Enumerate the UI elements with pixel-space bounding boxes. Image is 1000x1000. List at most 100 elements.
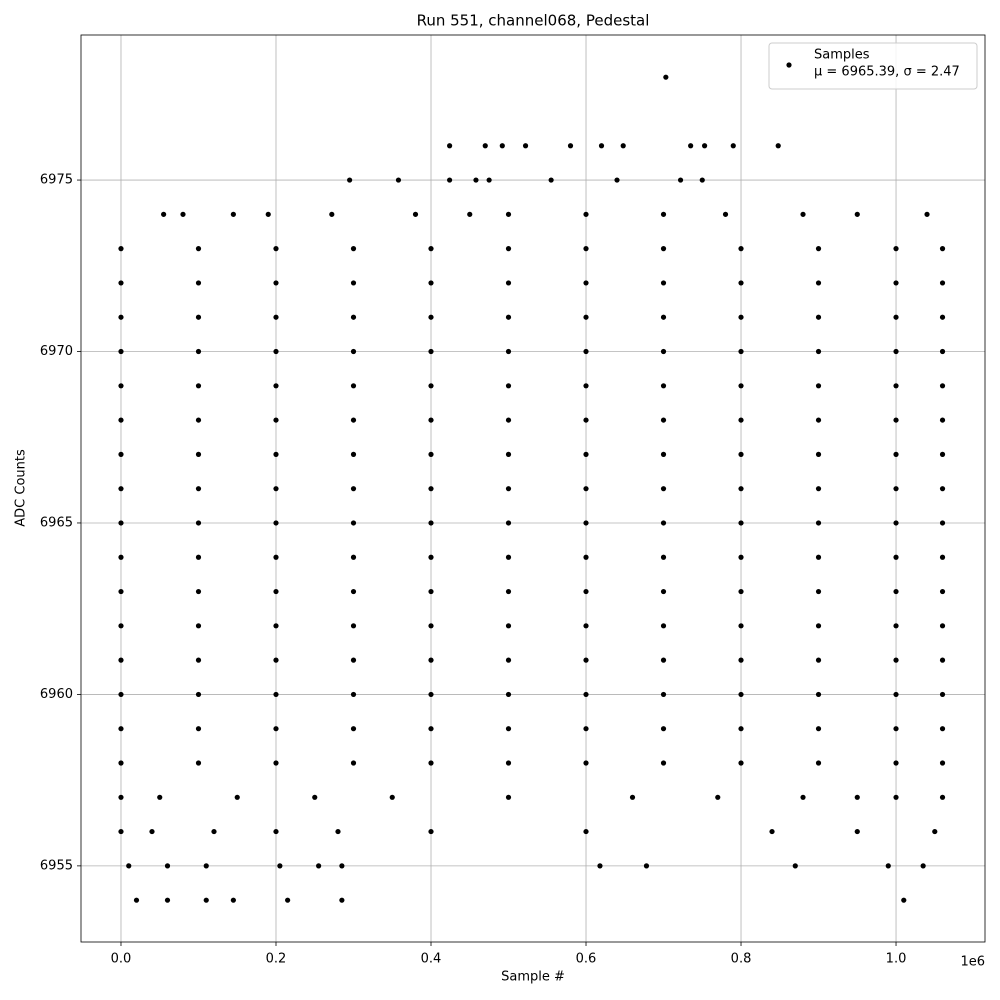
point <box>118 451 124 457</box>
point <box>815 554 822 560</box>
point <box>350 246 357 252</box>
point <box>428 760 434 766</box>
point <box>505 691 512 698</box>
point <box>583 451 589 457</box>
point <box>815 691 822 698</box>
point <box>350 451 357 457</box>
x-offset-label: 1e6 <box>960 955 985 970</box>
x-tick-label: 0.2 <box>266 952 287 967</box>
point <box>312 794 318 800</box>
x-tick-label: 1.0 <box>886 952 907 967</box>
point <box>505 417 512 423</box>
point <box>505 348 512 355</box>
point <box>939 760 946 766</box>
point <box>329 211 335 217</box>
point <box>939 794 946 800</box>
point <box>428 520 434 526</box>
point <box>815 726 822 732</box>
point <box>195 314 202 320</box>
point <box>792 863 798 869</box>
point <box>195 348 202 355</box>
point <box>893 760 899 766</box>
point <box>738 588 744 595</box>
point <box>195 726 202 732</box>
point <box>395 177 402 183</box>
point <box>473 177 479 183</box>
point <box>660 314 667 320</box>
point <box>893 348 899 355</box>
point <box>505 726 512 732</box>
point <box>195 280 202 286</box>
point <box>854 794 860 800</box>
point <box>428 314 434 320</box>
point <box>939 486 946 492</box>
point <box>775 143 781 149</box>
point <box>660 348 667 355</box>
point <box>522 143 529 149</box>
point <box>118 314 124 320</box>
point <box>583 348 589 355</box>
point <box>939 451 946 457</box>
point <box>893 417 899 423</box>
point <box>583 691 589 698</box>
point <box>273 280 279 286</box>
point <box>273 657 279 663</box>
point <box>195 246 202 252</box>
point <box>583 657 589 663</box>
point <box>660 383 667 389</box>
point <box>815 588 822 595</box>
point <box>273 554 279 560</box>
point <box>893 657 899 663</box>
point <box>893 280 899 286</box>
point <box>660 554 667 560</box>
point <box>629 794 636 800</box>
point <box>583 520 589 526</box>
point <box>939 246 946 252</box>
point <box>273 726 279 732</box>
point <box>893 623 899 629</box>
y-axis-label: ADC Counts <box>14 449 29 527</box>
point <box>350 520 357 526</box>
point <box>738 760 744 766</box>
point <box>230 211 236 217</box>
point <box>195 554 202 560</box>
point <box>350 383 357 389</box>
point <box>939 520 946 526</box>
point <box>660 588 667 595</box>
point <box>815 623 822 629</box>
point <box>273 383 279 389</box>
point <box>339 863 345 869</box>
point <box>428 246 434 252</box>
point <box>118 383 124 389</box>
point <box>738 726 744 732</box>
point <box>118 828 124 835</box>
point <box>660 623 667 629</box>
point <box>939 588 946 595</box>
point <box>660 417 667 423</box>
point <box>901 897 907 903</box>
point <box>273 623 279 629</box>
point <box>939 314 946 320</box>
point <box>893 486 899 492</box>
point <box>265 211 271 217</box>
point <box>893 691 899 698</box>
point <box>273 691 279 698</box>
point <box>660 211 667 217</box>
point <box>273 314 279 320</box>
point <box>118 348 124 355</box>
point <box>273 520 279 526</box>
point <box>738 486 744 492</box>
point <box>118 520 124 526</box>
point <box>195 451 202 457</box>
point <box>428 623 434 629</box>
point <box>688 143 694 149</box>
point <box>505 554 512 560</box>
point <box>164 897 171 903</box>
point <box>800 794 806 800</box>
point <box>195 760 202 766</box>
point <box>738 417 744 423</box>
point <box>567 143 574 149</box>
point <box>939 348 946 355</box>
point <box>230 897 236 903</box>
point <box>350 623 357 629</box>
